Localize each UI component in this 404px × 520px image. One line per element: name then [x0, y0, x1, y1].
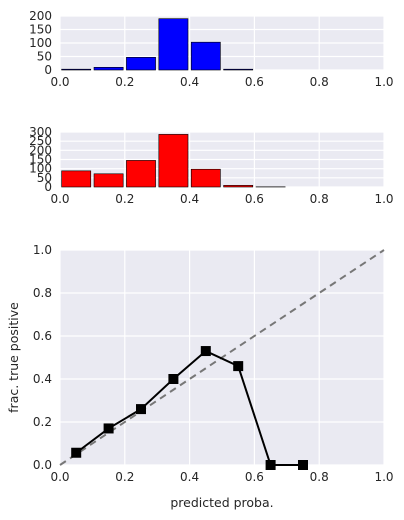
- y-axis-label: frac. true positive: [6, 302, 21, 413]
- x-tick-label: 0.8: [310, 470, 329, 484]
- y-tick-label: 50: [37, 171, 52, 185]
- histogram-bar: [158, 134, 189, 188]
- y-tick-label: 0: [44, 63, 52, 77]
- histogram-bar: [93, 67, 124, 71]
- x-tick-label: 0.6: [245, 75, 264, 89]
- x-axis-label: predicted proba.: [170, 495, 273, 510]
- x-tick-label: 0.2: [115, 75, 134, 89]
- y-tick-label: 0.2: [33, 415, 52, 429]
- calibration-point: [265, 460, 276, 470]
- calibration-point: [168, 374, 179, 384]
- histogram-bar: [61, 68, 92, 71]
- calibration-point: [233, 361, 244, 372]
- x-tick-label: 0.8: [310, 192, 329, 206]
- calibration-point: [200, 346, 211, 357]
- histogram-bar: [190, 168, 221, 188]
- histogram-bar: [223, 185, 254, 188]
- x-tick-label: 0.0: [50, 470, 69, 484]
- x-tick-label: 1.0: [374, 192, 393, 206]
- calibration-point: [298, 460, 308, 470]
- y-tick-label: 0.0: [33, 458, 52, 472]
- calibration-line: [75, 349, 303, 466]
- y-tick-label: 150: [29, 23, 52, 37]
- x-tick-label: 0.6: [245, 470, 264, 484]
- y-tick-label: 250: [29, 134, 52, 148]
- x-tick-label: 0.0: [50, 75, 69, 89]
- calibration-point: [71, 447, 82, 458]
- y-tick-label: 0.6: [33, 329, 52, 343]
- x-tick-label: 0.4: [180, 75, 199, 89]
- y-tick-label: 100: [29, 36, 52, 50]
- y-tick-label: 0: [44, 180, 52, 194]
- histogram-bar: [126, 160, 156, 188]
- x-tick-label: 0.6: [245, 192, 264, 206]
- histogram-bar: [93, 173, 124, 188]
- y-tick-label: 300: [29, 125, 52, 139]
- histogram-bar: [61, 170, 92, 188]
- calibration-axes: predicted proba. frac. true positive 0.0…: [6, 243, 394, 510]
- y-tick-label: 150: [29, 153, 52, 167]
- y-tick-label: 200: [29, 9, 52, 23]
- x-tick-label: 0.4: [180, 192, 199, 206]
- y-tick-label: 0.4: [33, 372, 52, 386]
- x-tick-label: 1.0: [374, 470, 393, 484]
- x-tick-label: 0.0: [50, 192, 69, 206]
- histogram-bar: [190, 41, 221, 71]
- histogram-bar: [158, 18, 189, 71]
- x-tick-label: 0.2: [115, 192, 134, 206]
- x-tick-label: 0.2: [115, 470, 134, 484]
- y-tick-label: 200: [29, 143, 52, 157]
- calibration-point: [136, 404, 146, 415]
- histogram-bar: [223, 68, 254, 71]
- x-tick-label: 0.8: [310, 75, 329, 89]
- y-tick-label: 100: [29, 162, 52, 176]
- histogram-bar: [126, 57, 156, 71]
- y-tick-label: 0.8: [33, 286, 52, 300]
- x-tick-label: 1.0: [374, 75, 393, 89]
- y-tick-label: 1.0: [33, 243, 52, 257]
- calibration-point: [103, 423, 114, 434]
- y-tick-label: 50: [37, 50, 52, 64]
- x-tick-label: 0.4: [180, 470, 199, 484]
